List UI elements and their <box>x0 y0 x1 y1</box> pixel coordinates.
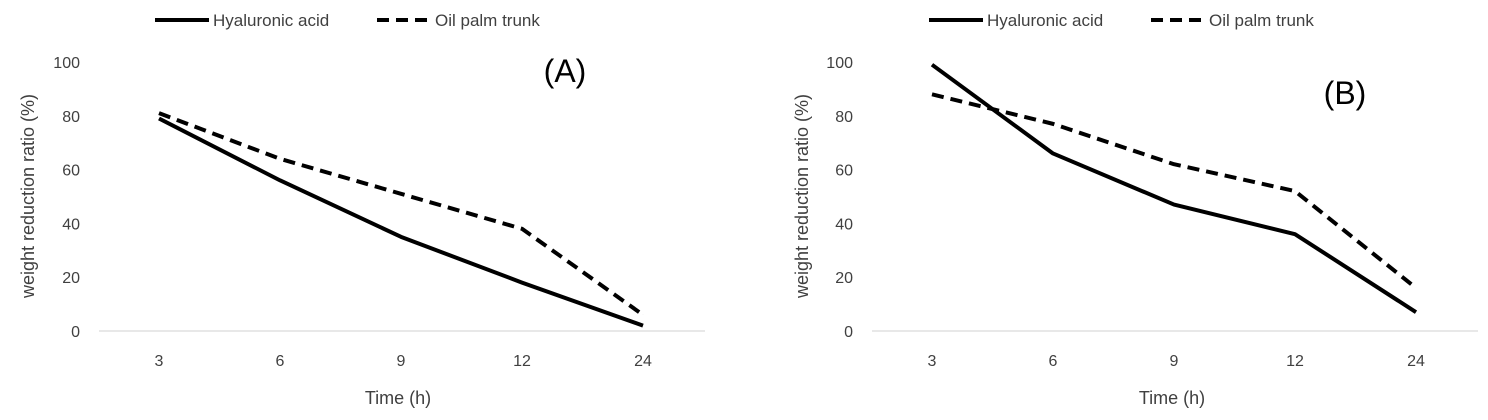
x-tick-label: 12 <box>1286 353 1304 370</box>
y-axis-title: weight reduction ratio (%) <box>18 94 38 299</box>
y-tick-label: 60 <box>835 163 853 180</box>
y-tick-label: 100 <box>53 55 80 72</box>
legend-label: Oil palm trunk <box>435 11 540 30</box>
x-tick-label: 24 <box>1407 353 1425 370</box>
legend-label: Hyaluronic acid <box>213 11 329 30</box>
y-tick-label: 100 <box>826 55 853 72</box>
x-tick-label: 9 <box>1170 353 1179 370</box>
chart-panel-2: 0 20 40 60 80 100 3 6 9 12 24 Time (h) weight reduct… <box>792 11 1478 408</box>
y-tick-label: 20 <box>835 270 853 287</box>
x-tick-label: 9 <box>397 353 406 370</box>
y-axis-title: weight reduction ratio (%) <box>792 94 812 299</box>
series-line-hyaluronic-acid <box>158 116 644 328</box>
y-tick-label: 40 <box>62 216 80 233</box>
series-line-oil-palm-trunk <box>158 111 645 317</box>
chart-panel-1: 0 20 40 60 80 100 3 6 9 12 24 Time (h) weight reduct… <box>18 11 705 408</box>
y-tick-label: 80 <box>62 109 80 126</box>
x-tick-label: 3 <box>928 353 937 370</box>
y-tick-label: 0 <box>71 324 80 341</box>
y-tick-label: 40 <box>835 216 853 233</box>
x-tick-label: 6 <box>1049 353 1058 370</box>
y-tick-label: 60 <box>62 163 80 180</box>
panel-label: (A) <box>544 53 587 89</box>
x-tick-label: 12 <box>513 353 531 370</box>
legend-label: Oil palm trunk <box>1209 11 1314 30</box>
x-tick-label: 3 <box>155 353 164 370</box>
series-line-oil-palm-trunk <box>931 92 1418 290</box>
x-axis-title: Time (h) <box>1139 388 1205 408</box>
x-axis-title: Time (h) <box>365 388 431 408</box>
x-tick-label: 24 <box>634 353 652 370</box>
legend-label: Hyaluronic acid <box>987 11 1103 30</box>
y-tick-label: 80 <box>835 109 853 126</box>
y-tick-label: 0 <box>844 324 853 341</box>
x-tick-label: 6 <box>276 353 285 370</box>
y-tick-label: 20 <box>62 270 80 287</box>
panel-label: (B) <box>1324 75 1367 111</box>
